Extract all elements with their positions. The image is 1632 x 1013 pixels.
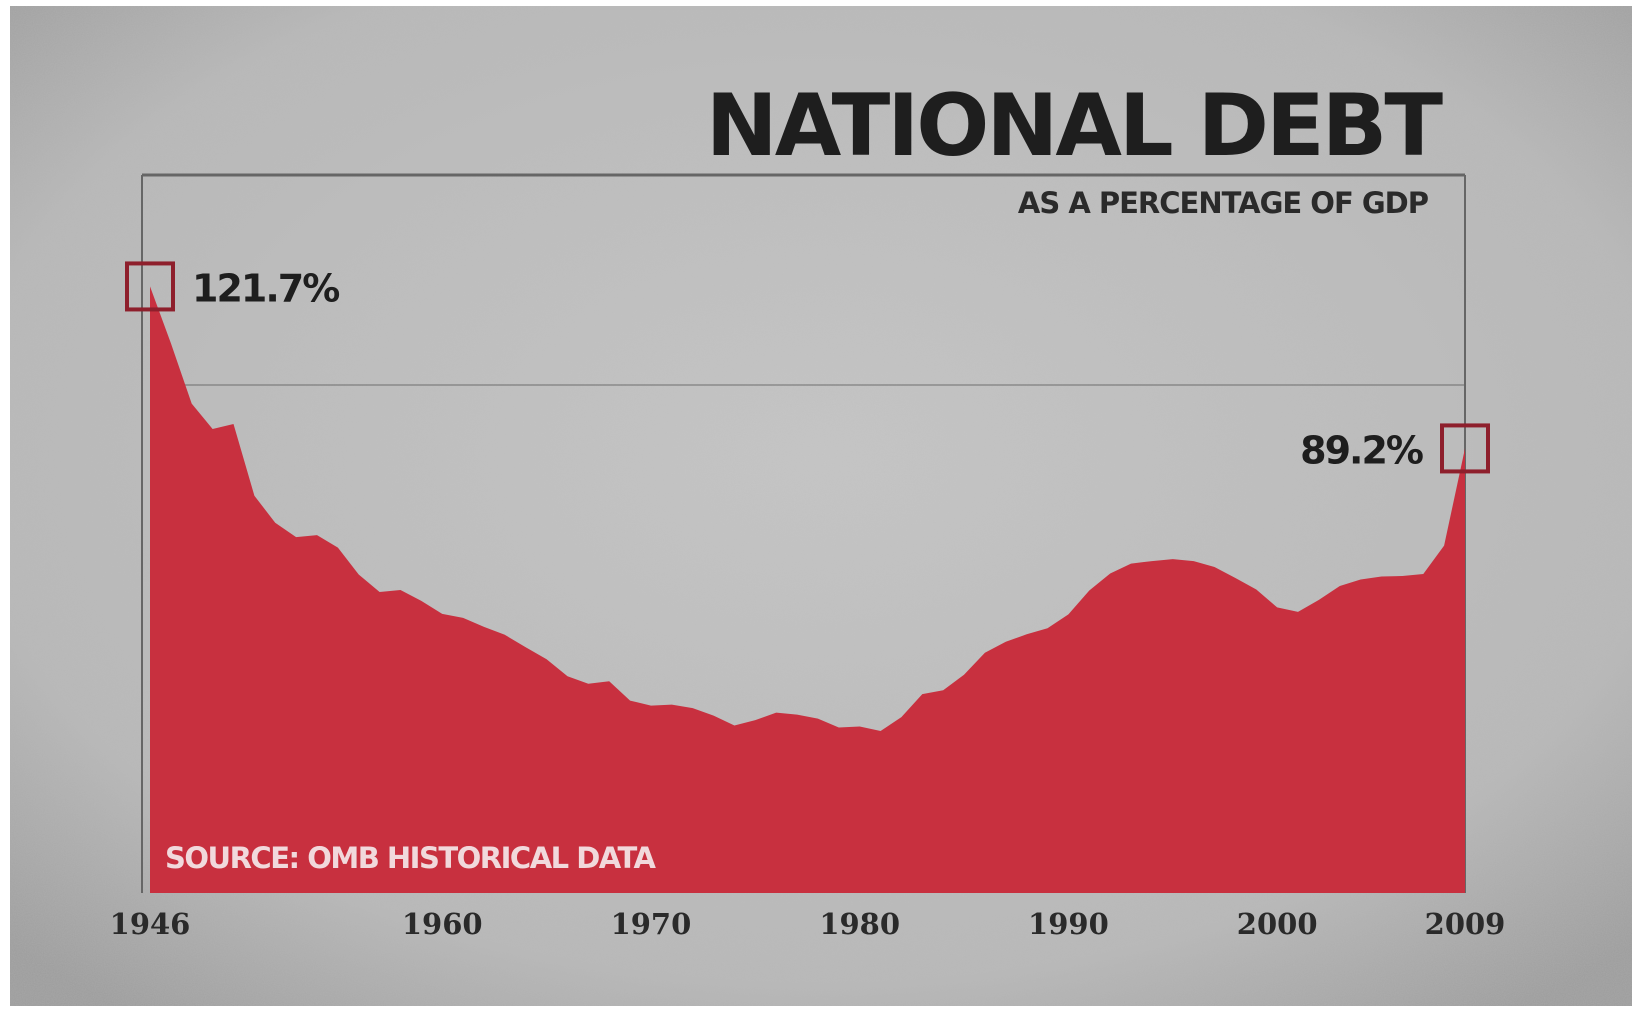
x-tick-label: 1946 (110, 907, 191, 941)
x-tick-label: 1990 (1028, 907, 1109, 941)
chart-subtitle: AS A PERCENTAGE OF GDP (1018, 186, 1429, 220)
x-axis: 1946 1960 1970 1980 1990 2000 2009 (110, 907, 1506, 941)
x-tick-label: 2000 (1237, 907, 1318, 941)
area-layer (150, 286, 1465, 893)
x-tick-label: 1960 (402, 907, 483, 941)
annotation-marker (125, 261, 175, 312)
x-tick-label: 2009 (1425, 907, 1506, 941)
annotation-layer: 121.7% 89.2% (125, 261, 1490, 474)
source-note: SOURCE: OMB HISTORICAL DATA (165, 841, 657, 875)
annotation-label: 121.7% (192, 266, 339, 310)
chart-title: NATIONAL DEBT (706, 76, 1444, 176)
x-tick-label: 1970 (611, 907, 692, 941)
x-tick-label: 1980 (819, 907, 900, 941)
annotation-marker (1440, 423, 1490, 474)
annotation-label: 89.2% (1300, 428, 1423, 472)
debt-area-series (150, 286, 1465, 893)
